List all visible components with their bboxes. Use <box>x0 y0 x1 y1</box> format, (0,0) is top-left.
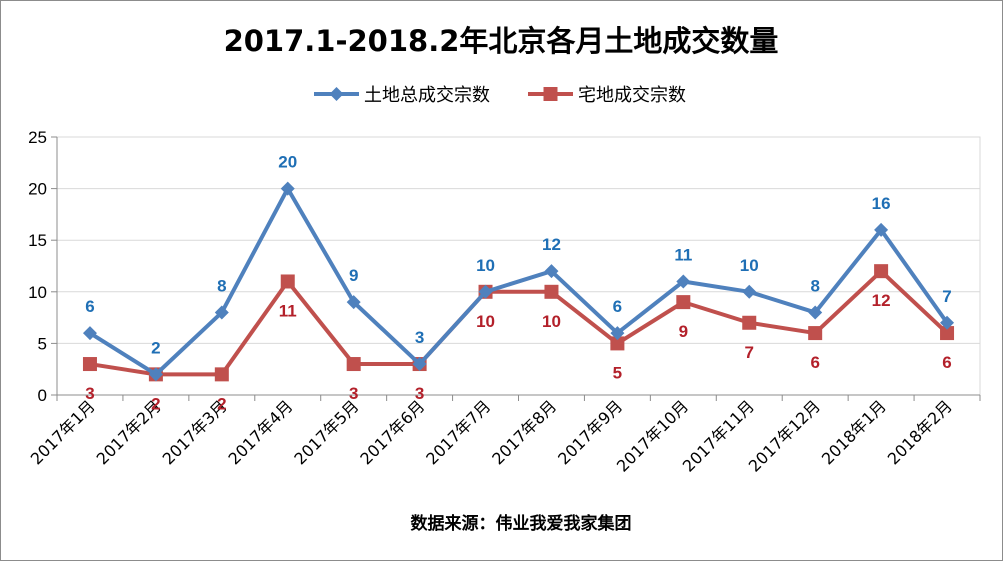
data-label-residential: 10 <box>542 312 561 331</box>
data-label-total: 6 <box>85 297 94 316</box>
data-point-total <box>808 305 823 320</box>
data-point-total <box>676 274 691 289</box>
data-point-total <box>346 295 361 310</box>
data-labels: 6 2 8 20 9 3 10 12 6 11 10 8 16 7 3 2 2 11 3 3 10 10 5 9 7 6 12 6 <box>85 153 952 414</box>
data-label-residential: 10 <box>476 312 495 331</box>
gridlines <box>56 136 981 396</box>
data-label-total: 3 <box>415 328 424 347</box>
y-axis-ticks: 0 5 10 15 20 25 <box>28 128 47 405</box>
x-tick-label: 2017年7月 <box>422 396 494 468</box>
x-tick-label: 2018年1月 <box>818 396 890 468</box>
data-label-residential: 6 <box>942 353 951 372</box>
x-tick-label: 2017年6月 <box>356 396 428 468</box>
data-label-residential: 5 <box>613 363 622 382</box>
data-point-residential <box>610 336 625 351</box>
chart-title: 2017.1-2018.2年北京各月土地成交数量 <box>224 24 779 58</box>
data-label-residential: 11 <box>279 301 297 320</box>
legend-label-total: 土地总成交宗数 <box>364 85 490 106</box>
x-axis-ticks: 2017年1月2017年2月2017年3月2017年4月2017年5月2017年… <box>27 396 956 475</box>
y-tick-label: 10 <box>28 283 47 302</box>
axes <box>51 136 981 401</box>
data-point-total <box>280 181 295 196</box>
data-label-total: 16 <box>872 194 891 213</box>
data-point-total <box>82 326 97 341</box>
data-label-total: 8 <box>810 276 819 295</box>
series-layer <box>82 181 955 382</box>
data-label-residential: 2 <box>151 394 160 413</box>
legend-square-marker-icon <box>543 87 558 101</box>
data-point-residential <box>214 367 229 382</box>
y-tick-label: 20 <box>28 180 47 199</box>
data-point-total <box>412 357 427 372</box>
series-line-residential <box>87 269 950 377</box>
data-point-total <box>610 326 625 341</box>
data-label-total: 11 <box>674 245 692 264</box>
data-label-total: 10 <box>476 256 495 275</box>
data-point-residential <box>676 295 691 310</box>
data-label-total: 20 <box>278 153 297 172</box>
data-point-total <box>214 305 229 320</box>
data-point-residential <box>82 357 97 372</box>
data-label-total: 2 <box>151 338 160 357</box>
series-line-total <box>87 186 950 377</box>
data-label-total: 7 <box>942 287 951 306</box>
x-tick-label: 2017年4月 <box>225 396 297 468</box>
x-tick-label: 2017年1月 <box>27 396 99 468</box>
x-tick-label: 2018年2月 <box>884 396 956 468</box>
data-label-residential: 3 <box>415 384 424 403</box>
data-point-residential <box>742 315 757 330</box>
plot-area-border <box>56 136 981 396</box>
data-point-residential <box>280 274 295 289</box>
data-point-residential <box>874 264 889 279</box>
data-point-residential <box>346 357 361 372</box>
legend: 土地总成交宗数 宅地成交宗数 <box>314 85 686 106</box>
y-tick-label: 15 <box>28 231 47 250</box>
data-label-total: 9 <box>349 266 358 285</box>
data-label-residential: 7 <box>745 343 754 362</box>
data-label-residential: 2 <box>217 394 226 413</box>
data-label-total: 6 <box>613 297 622 316</box>
data-point-total <box>874 222 889 237</box>
legend-label-residential: 宅地成交宗数 <box>578 85 686 106</box>
x-tick-label: 2017年12月 <box>745 396 824 475</box>
x-tick-label: 2017年9月 <box>554 396 626 468</box>
data-label-residential: 3 <box>349 384 358 403</box>
data-point-residential <box>544 284 559 299</box>
data-label-total: 8 <box>217 276 226 295</box>
y-tick-label: 25 <box>28 128 47 147</box>
legend-diamond-marker-icon <box>329 87 344 101</box>
data-point-total <box>544 264 559 279</box>
y-tick-label: 5 <box>38 334 47 353</box>
data-point-total <box>478 284 493 299</box>
x-tick-label: 2017年8月 <box>488 396 560 468</box>
data-point-total <box>742 284 757 299</box>
data-point-total <box>148 367 163 382</box>
data-label-residential: 3 <box>85 384 94 403</box>
data-label-total: 10 <box>740 256 759 275</box>
x-tick-label: 2017年5月 <box>290 396 362 468</box>
data-point-residential <box>808 326 823 341</box>
data-point-residential <box>940 326 955 341</box>
data-label-residential: 6 <box>810 353 819 372</box>
data-point-total <box>940 315 955 330</box>
y-tick-label: 0 <box>38 386 47 405</box>
data-label-residential: 9 <box>679 322 688 341</box>
data-label-total: 12 <box>542 235 561 254</box>
source-note: 数据来源：伟业我爱我家集团 <box>411 513 632 534</box>
data-label-residential: 12 <box>872 291 891 310</box>
